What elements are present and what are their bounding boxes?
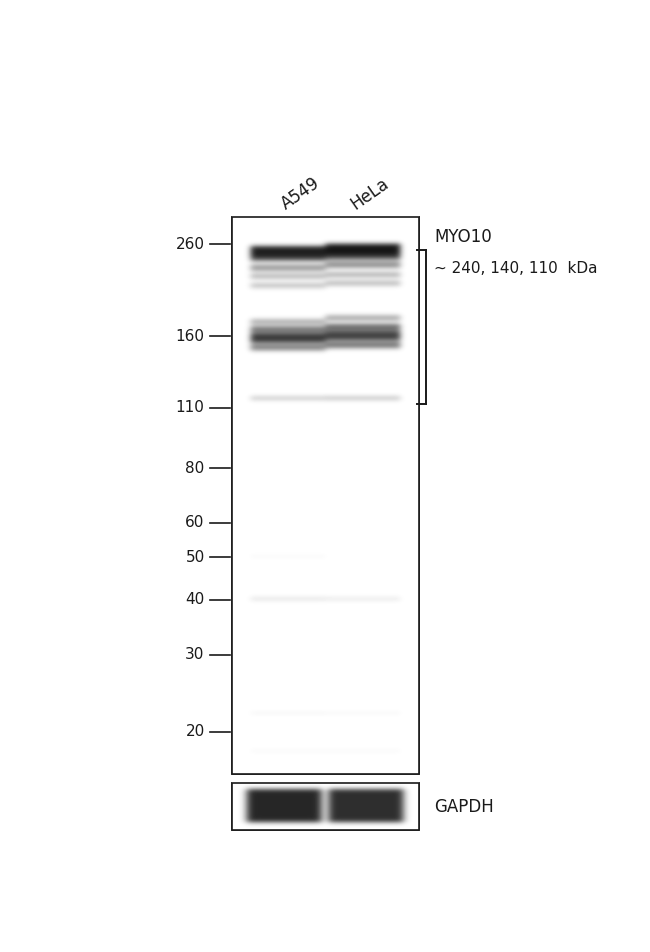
Text: HeLa: HeLa — [348, 174, 393, 213]
Text: 60: 60 — [185, 515, 205, 530]
Text: 160: 160 — [176, 328, 205, 344]
Text: A549: A549 — [278, 174, 324, 213]
Text: GAPDH: GAPDH — [434, 798, 493, 816]
Bar — [233, 217, 419, 774]
Text: 40: 40 — [185, 592, 205, 607]
Text: ~ 240, 140, 110  kDa: ~ 240, 140, 110 kDa — [434, 261, 597, 276]
Text: 80: 80 — [185, 461, 205, 476]
Text: 20: 20 — [185, 724, 205, 739]
Bar — [233, 783, 419, 830]
Bar — [233, 783, 419, 830]
Text: 30: 30 — [185, 647, 205, 662]
Bar — [233, 217, 419, 774]
Text: 260: 260 — [176, 236, 205, 251]
Text: MYO10: MYO10 — [434, 228, 491, 247]
Text: 110: 110 — [176, 400, 205, 415]
Text: 50: 50 — [185, 550, 205, 565]
